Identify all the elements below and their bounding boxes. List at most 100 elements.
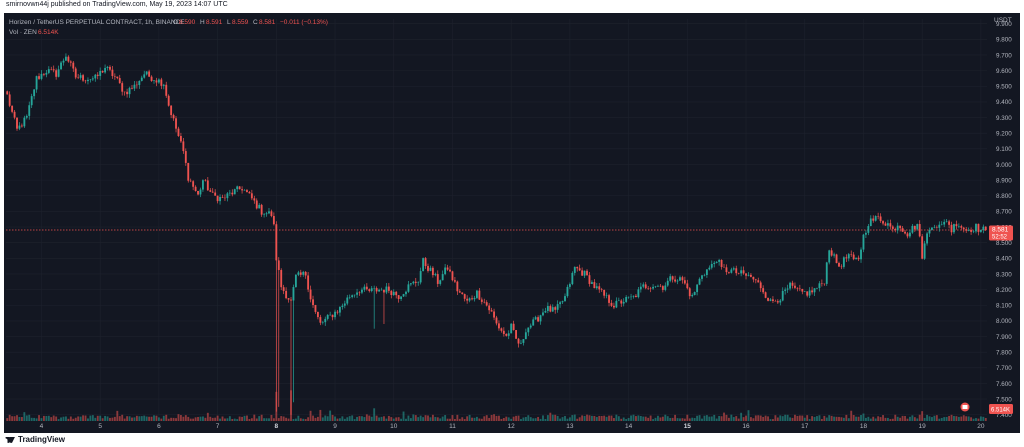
volume-bar xyxy=(128,416,131,421)
candle-body xyxy=(850,254,853,255)
tradingview-brand[interactable]: TradingView xyxy=(5,435,65,444)
volume-bar xyxy=(94,417,97,421)
candle-body xyxy=(901,228,904,232)
volume-bar xyxy=(282,416,285,421)
volume-bar xyxy=(126,416,129,421)
candle-body xyxy=(62,60,65,63)
volume-bar xyxy=(720,416,723,421)
volume-bar xyxy=(598,415,601,421)
y-tick-label: 7.600 xyxy=(996,381,1012,388)
volume-bar xyxy=(803,417,806,421)
volume-bar xyxy=(380,416,383,421)
volume-bar xyxy=(811,416,814,421)
chart-frame[interactable]: Horizen / TetherUS PERPETUAL CONTRACT, 1… xyxy=(4,13,1020,433)
volume-bar xyxy=(923,417,926,421)
volume-bar xyxy=(16,415,18,421)
candle-body xyxy=(106,66,109,68)
volume-bar xyxy=(463,419,466,421)
volume-bar xyxy=(468,414,471,421)
candle-body xyxy=(275,224,278,261)
candle-body xyxy=(485,302,488,306)
y-tick-label: 7.700 xyxy=(996,365,1012,372)
candle-body xyxy=(842,257,845,267)
volume-bar xyxy=(13,416,16,421)
volume-bar xyxy=(353,419,356,421)
y-tick-label: 8.400 xyxy=(996,256,1012,263)
volume-bar xyxy=(916,418,919,421)
candle-body xyxy=(691,295,694,297)
candle-body xyxy=(116,76,119,79)
volume-bar xyxy=(280,416,283,421)
volume-bar xyxy=(8,414,11,421)
candle-body xyxy=(872,218,875,221)
candle-body xyxy=(395,291,398,296)
price-axis[interactable]: USDT 9.900 9.800 9.700 9.600 9.500 9.400 9.300… xyxy=(994,17,1012,419)
earnings-icon[interactable] xyxy=(960,402,970,412)
x-tick-label: 9 xyxy=(333,423,337,430)
candle-body xyxy=(735,268,738,274)
ohlc-change-value: −0.011 (−0.13%) xyxy=(280,19,328,26)
candle-body xyxy=(187,162,190,181)
candle-body xyxy=(715,261,718,263)
candle-body xyxy=(334,311,336,318)
candle-body xyxy=(847,254,850,259)
volume-bar xyxy=(82,415,84,421)
candle-body xyxy=(972,231,975,232)
ohlc-high-label: H xyxy=(200,19,205,26)
candle-body xyxy=(639,286,642,290)
candle-body xyxy=(277,260,280,271)
volume-bar xyxy=(654,417,657,421)
volume-bar xyxy=(769,419,772,421)
volume-bar xyxy=(113,416,116,421)
candle-body xyxy=(772,299,774,301)
volume-bar xyxy=(414,415,417,421)
x-tick-label: 19 xyxy=(919,423,927,430)
volume-bar xyxy=(35,418,38,421)
volume-bar xyxy=(456,414,459,421)
volume-label[interactable]: Vol · ZEN xyxy=(9,29,37,36)
candle-body xyxy=(644,284,647,289)
candle-body xyxy=(214,192,217,196)
volume-bar xyxy=(627,417,630,421)
volume-bar xyxy=(906,418,909,421)
candle-body xyxy=(488,305,491,311)
candle-body xyxy=(392,291,395,296)
x-tick-label: 10 xyxy=(390,423,398,430)
volume-bar xyxy=(287,418,290,421)
last-price-badge: 8.581 52:52 xyxy=(989,225,1013,241)
candle-body xyxy=(825,262,828,284)
candle-body xyxy=(886,223,889,226)
candle-body xyxy=(453,280,456,282)
volume-bar xyxy=(18,416,21,421)
candle-body xyxy=(507,333,510,336)
volume-bar xyxy=(189,418,192,421)
volume-bar xyxy=(297,415,300,421)
volume-bar xyxy=(610,415,613,421)
symbol-title[interactable]: Horizen / TetherUS PERPETUAL CONTRACT, 1… xyxy=(9,19,185,26)
candle-body xyxy=(852,254,855,260)
volume-bar xyxy=(622,417,625,421)
candle-body xyxy=(402,294,405,297)
volume-bar xyxy=(368,415,371,421)
x-tick-label: 8 xyxy=(275,423,279,430)
time-axis[interactable]: 4 5 6 7 8 9 10 11 12 13 14 15 16 17 18 19 20 xyxy=(40,423,985,430)
candle-body xyxy=(160,79,163,86)
volume-bar xyxy=(192,418,195,421)
candlestick-chart[interactable]: Horizen / TetherUS PERPETUAL CONTRACT, 1… xyxy=(4,13,1020,433)
volume-bar xyxy=(444,415,447,421)
candle-body xyxy=(938,224,941,228)
volume-bar xyxy=(395,417,398,421)
candle-body xyxy=(551,307,554,312)
candle-body xyxy=(595,286,598,289)
volume-bar xyxy=(461,417,464,421)
y-tick-label: 9.300 xyxy=(996,115,1012,122)
candle-body xyxy=(757,280,760,283)
volume-bar xyxy=(688,418,691,421)
volume-bar xyxy=(260,414,263,421)
volume-bar xyxy=(786,414,789,421)
candle-body xyxy=(911,225,914,233)
volume-bar xyxy=(111,417,114,421)
last-price-value: 8.581 xyxy=(992,227,1009,234)
volume-bar xyxy=(204,417,207,421)
candle-body xyxy=(957,226,960,227)
